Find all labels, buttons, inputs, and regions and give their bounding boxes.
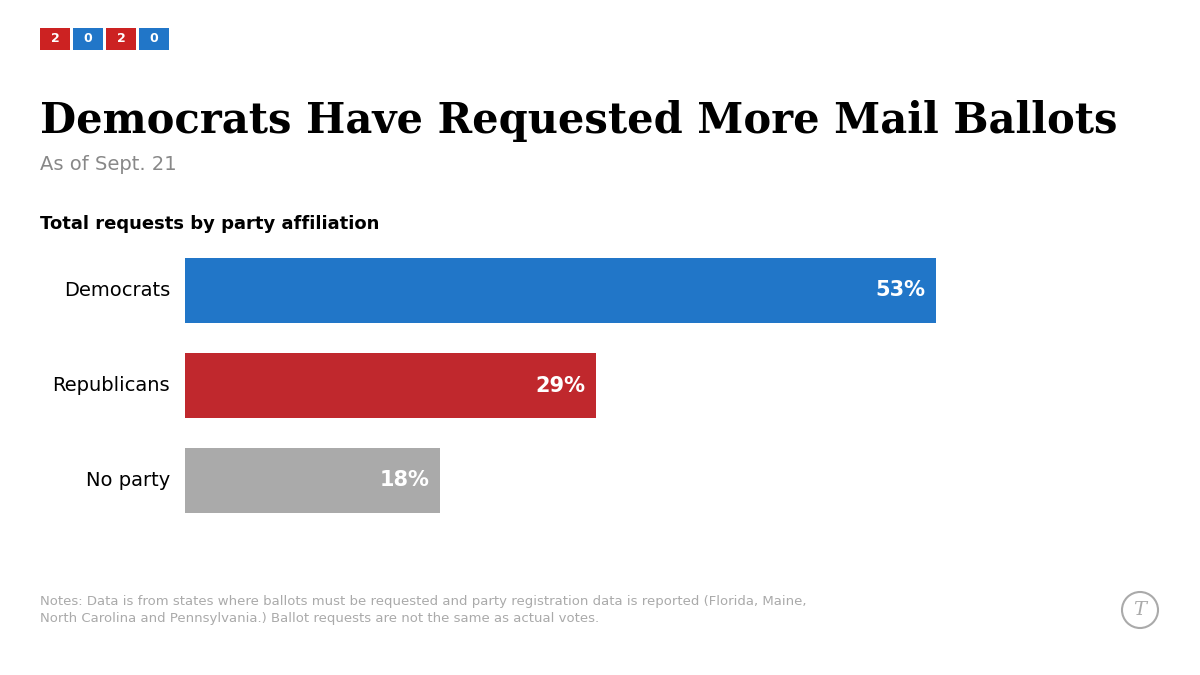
Text: As of Sept. 21: As of Sept. 21 bbox=[40, 155, 176, 174]
Text: T: T bbox=[1134, 601, 1146, 619]
Text: 0: 0 bbox=[84, 32, 92, 45]
Bar bbox=[185, 258, 936, 323]
Bar bbox=[106, 28, 136, 50]
Text: 2: 2 bbox=[50, 32, 59, 45]
Bar bbox=[40, 28, 70, 50]
Bar bbox=[185, 353, 596, 418]
Text: 0: 0 bbox=[150, 32, 158, 45]
Bar bbox=[73, 28, 103, 50]
Bar bbox=[185, 448, 440, 513]
Bar bbox=[139, 28, 169, 50]
Text: North Carolina and Pennsylvania.) Ballot requests are not the same as actual vot: North Carolina and Pennsylvania.) Ballot… bbox=[40, 612, 599, 625]
Text: Notes: Data is from states where ballots must be requested and party registratio: Notes: Data is from states where ballots… bbox=[40, 595, 806, 608]
Text: Total requests by party affiliation: Total requests by party affiliation bbox=[40, 215, 379, 233]
Text: Democrats Have Requested More Mail Ballots: Democrats Have Requested More Mail Ballo… bbox=[40, 100, 1117, 142]
Text: No party: No party bbox=[85, 471, 170, 490]
Text: 29%: 29% bbox=[536, 375, 586, 396]
Text: Democrats: Democrats bbox=[64, 281, 170, 300]
Text: 2: 2 bbox=[116, 32, 125, 45]
Text: Republicans: Republicans bbox=[53, 376, 170, 395]
Text: 53%: 53% bbox=[876, 281, 926, 300]
Text: 18%: 18% bbox=[380, 470, 430, 491]
